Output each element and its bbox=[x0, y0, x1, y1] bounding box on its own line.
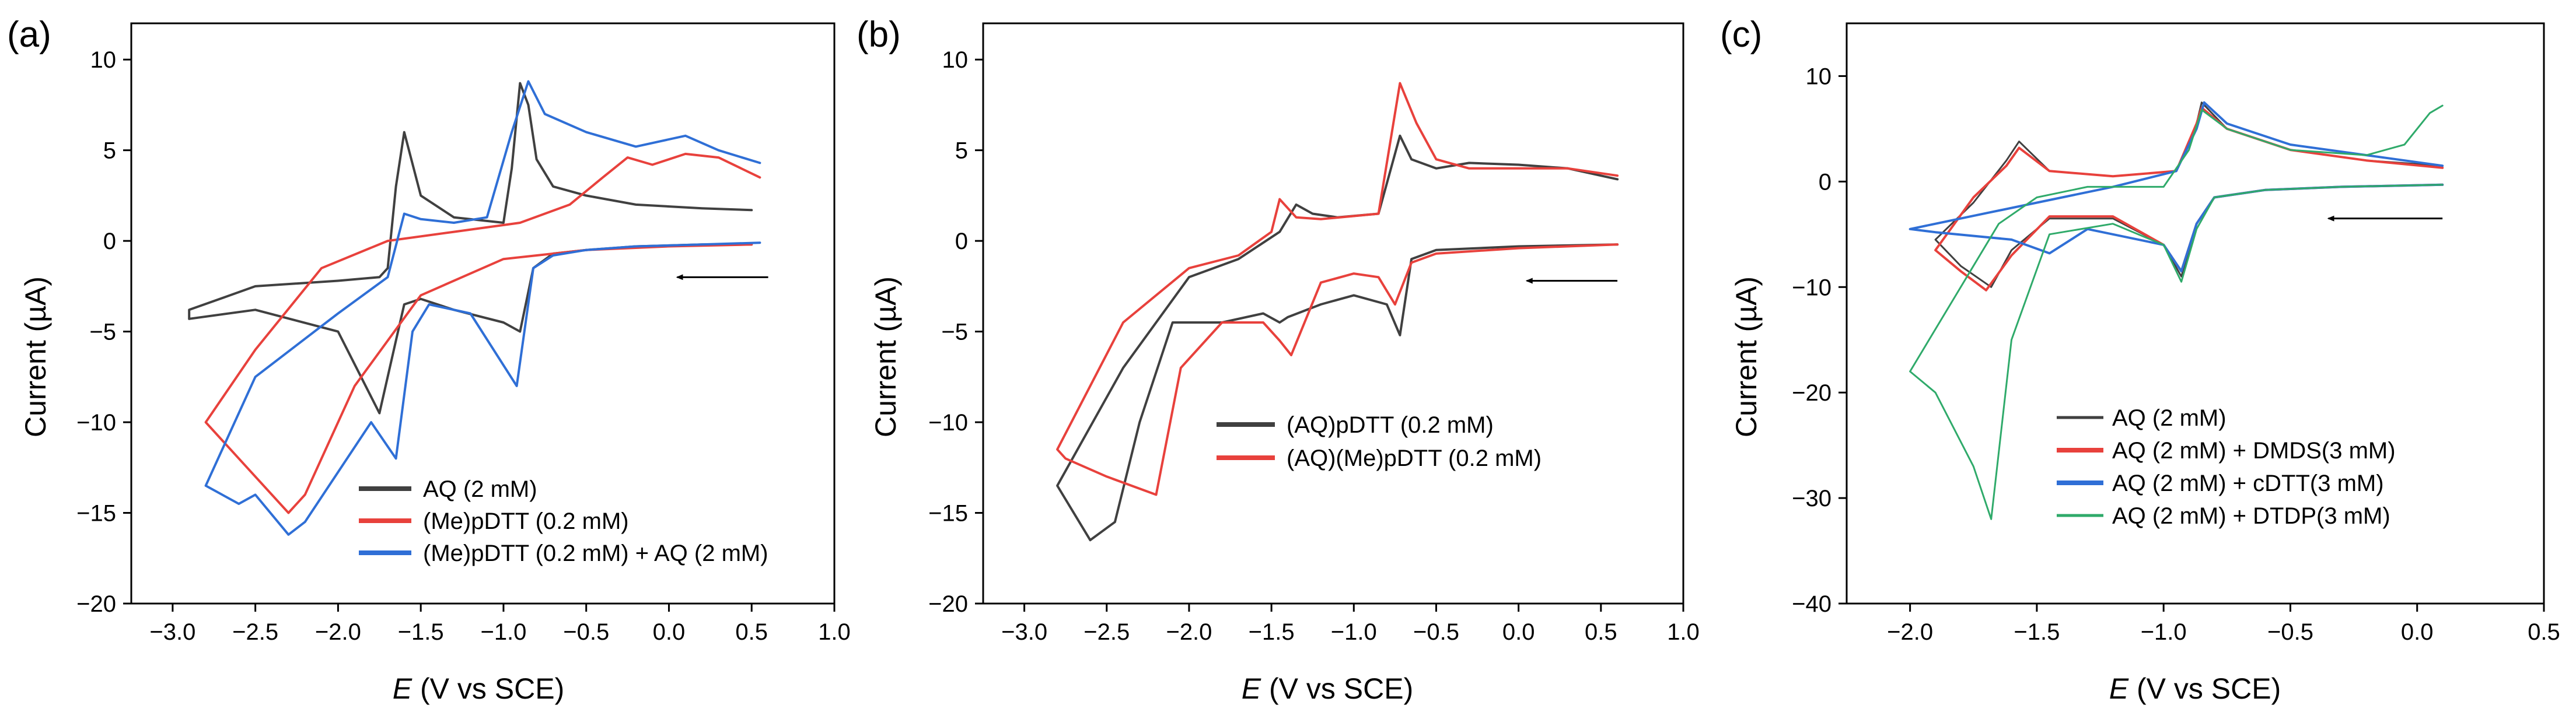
y-tick-label-a-3: −5 bbox=[89, 320, 116, 345]
x-tick-label-a-8: 1.0 bbox=[818, 619, 851, 645]
axis-ticks-a: −3.0 −2.5 −2.0 −1.5 −1.0 −0.5 0.0 0.5 1.0 −20 −15 −… bbox=[76, 47, 851, 645]
series-line-b-1 bbox=[1056, 82, 1619, 496]
panel-b: (b) Current (µA) E (V vs SCE) −3.0 −2.5 −2… bbox=[857, 15, 1700, 705]
x-tick-label-a-5: −0.5 bbox=[563, 619, 609, 645]
x-tick-label-c-4: 0.0 bbox=[2401, 619, 2434, 645]
legend-label-c-3: AQ (2 mM) + DTDP(3 mM) bbox=[2112, 503, 2390, 529]
x-axis-label-c: E (V vs SCE) bbox=[2109, 672, 2281, 705]
x-axis-label-unit-a: (V vs SCE) bbox=[412, 672, 564, 705]
y-tick-label-c-0: −40 bbox=[1792, 591, 1831, 617]
series-line-c-2 bbox=[1909, 101, 2444, 273]
x-tick-label-b-3: −1.5 bbox=[1249, 619, 1295, 645]
axis-ticks-c: −2.0 −1.5 −1.0 −0.5 0.0 0.5 −40 −30 −20 −10 0 10 bbox=[1792, 64, 2560, 645]
series-line-c-0 bbox=[1934, 101, 2444, 288]
x-tick-label-a-1: −2.5 bbox=[232, 619, 278, 645]
panel-label-a: (a) bbox=[7, 15, 51, 55]
x-tick-label-c-0: −2.0 bbox=[1887, 619, 1933, 645]
y-tick-label-b-1: −15 bbox=[928, 501, 968, 527]
y-tick-label-c-5: 10 bbox=[1806, 64, 1832, 89]
panel-label-b: (b) bbox=[857, 15, 901, 55]
x-tick-label-b-2: −2.0 bbox=[1166, 619, 1212, 645]
series-line-a-0 bbox=[188, 82, 753, 415]
x-tick-label-b-7: 0.5 bbox=[1585, 619, 1617, 645]
x-axis-label-a: E (V vs SCE) bbox=[393, 672, 565, 705]
x-tick-label-a-0: −3.0 bbox=[149, 619, 195, 645]
y-axis-label-b: Current (µA) bbox=[869, 276, 902, 437]
y-tick-label-c-2: −20 bbox=[1792, 380, 1831, 406]
legend-label-c-2: AQ (2 mM) + cDTT(3 mM) bbox=[2112, 471, 2384, 496]
legend-label-c-0: AQ (2 mM) bbox=[2112, 405, 2227, 431]
y-tick-label-b-3: −5 bbox=[941, 320, 968, 345]
y-tick-label-a-0: −20 bbox=[76, 591, 116, 617]
x-tick-label-b-5: −0.5 bbox=[1413, 619, 1459, 645]
plot-frame-b bbox=[982, 22, 1684, 605]
x-axis-label-b: E (V vs SCE) bbox=[1242, 672, 1414, 705]
series-line-a-1 bbox=[204, 152, 761, 514]
x-axis-label-unit-c: (V vs SCE) bbox=[2128, 672, 2281, 705]
legend-c: AQ (2 mM) AQ (2 mM) + DMDS(3 mM) AQ (2 m… bbox=[2057, 405, 2396, 529]
legend-label-c-1: AQ (2 mM) + DMDS(3 mM) bbox=[2112, 438, 2396, 464]
x-tick-label-b-8: 1.0 bbox=[1667, 619, 1700, 645]
y-tick-label-a-5: 5 bbox=[103, 138, 116, 164]
y-tick-label-b-6: 10 bbox=[942, 47, 969, 73]
x-tick-label-c-5: 0.5 bbox=[2528, 619, 2560, 645]
series-line-c-3 bbox=[1909, 104, 2444, 520]
y-axis-label-a: Current (µA) bbox=[19, 276, 52, 437]
series-line-c-1 bbox=[1934, 106, 2444, 292]
x-axis-label-var-a: E bbox=[393, 672, 413, 705]
x-axis-label-var-c: E bbox=[2109, 672, 2129, 705]
x-tick-label-a-7: 0.5 bbox=[735, 619, 768, 645]
y-axis-label-c: Current (µA) bbox=[1730, 276, 1763, 437]
plot-frame-a bbox=[130, 22, 836, 605]
x-tick-label-a-4: −1.0 bbox=[480, 619, 526, 645]
x-tick-label-c-3: −0.5 bbox=[2267, 619, 2313, 645]
series-line-b-0 bbox=[1056, 134, 1619, 542]
x-tick-label-a-2: −2.0 bbox=[315, 619, 361, 645]
x-axis-label-var-b: E bbox=[1242, 672, 1261, 705]
legend-label-a-0: AQ (2 mM) bbox=[423, 476, 537, 502]
panel-a: (a) Current (µA) E (V vs SCE) −3.0 −2.5 −2… bbox=[7, 15, 851, 705]
x-tick-label-a-3: −1.5 bbox=[398, 619, 444, 645]
y-tick-label-a-4: 0 bbox=[103, 229, 116, 254]
x-tick-label-b-6: 0.0 bbox=[1502, 619, 1535, 645]
x-tick-label-b-4: −1.0 bbox=[1331, 619, 1377, 645]
y-tick-label-b-2: −10 bbox=[928, 410, 968, 436]
y-tick-label-b-4: 0 bbox=[955, 229, 968, 254]
legend-label-a-1: (Me)pDTT (0.2 mM) bbox=[423, 508, 629, 534]
x-tick-label-c-1: −1.5 bbox=[2014, 619, 2060, 645]
legend-a: AQ (2 mM) (Me)pDTT (0.2 mM) (Me)pDTT (0.… bbox=[359, 476, 768, 566]
legend-b: (AQ)pDTT (0.2 mM) (AQ)(Me)pDTT (0.2 mM) bbox=[1217, 412, 1542, 471]
series-lines-a bbox=[188, 80, 761, 536]
series-line-a-2 bbox=[204, 80, 761, 536]
y-tick-label-a-6: 10 bbox=[90, 47, 117, 73]
series-lines-b bbox=[1056, 82, 1619, 542]
x-tick-label-a-6: 0.0 bbox=[653, 619, 686, 645]
y-tick-label-c-3: −10 bbox=[1792, 275, 1831, 300]
x-tick-label-b-0: −3.0 bbox=[1001, 619, 1047, 645]
y-tick-label-b-0: −20 bbox=[928, 591, 968, 617]
axis-ticks-b: −3.0 −2.5 −2.0 −1.5 −1.0 −0.5 0.0 0.5 1.0 −20 −15 −… bbox=[928, 47, 1700, 645]
x-tick-label-c-2: −1.0 bbox=[2141, 619, 2187, 645]
y-tick-label-c-4: 0 bbox=[1819, 169, 1831, 195]
panel-c: (c) Current (µA) E (V vs SCE) −2.0 −1.5 −1… bbox=[1720, 15, 2560, 705]
x-axis-label-unit-b: (V vs SCE) bbox=[1261, 672, 1413, 705]
legend-label-a-2: (Me)pDTT (0.2 mM) + AQ (2 mM) bbox=[423, 541, 768, 566]
y-tick-label-b-5: 5 bbox=[955, 138, 968, 164]
plot-frame-c bbox=[1846, 22, 2545, 605]
legend-label-b-1: (AQ)(Me)pDTT (0.2 mM) bbox=[1287, 446, 1542, 471]
y-tick-label-a-1: −15 bbox=[76, 501, 116, 527]
y-tick-label-a-2: −10 bbox=[76, 410, 116, 436]
x-tick-label-b-1: −2.5 bbox=[1083, 619, 1130, 645]
legend-label-b-0: (AQ)pDTT (0.2 mM) bbox=[1287, 412, 1494, 438]
panel-label-c: (c) bbox=[1720, 15, 1762, 55]
series-lines-c bbox=[1909, 101, 2444, 520]
y-tick-label-c-1: −30 bbox=[1792, 486, 1831, 511]
